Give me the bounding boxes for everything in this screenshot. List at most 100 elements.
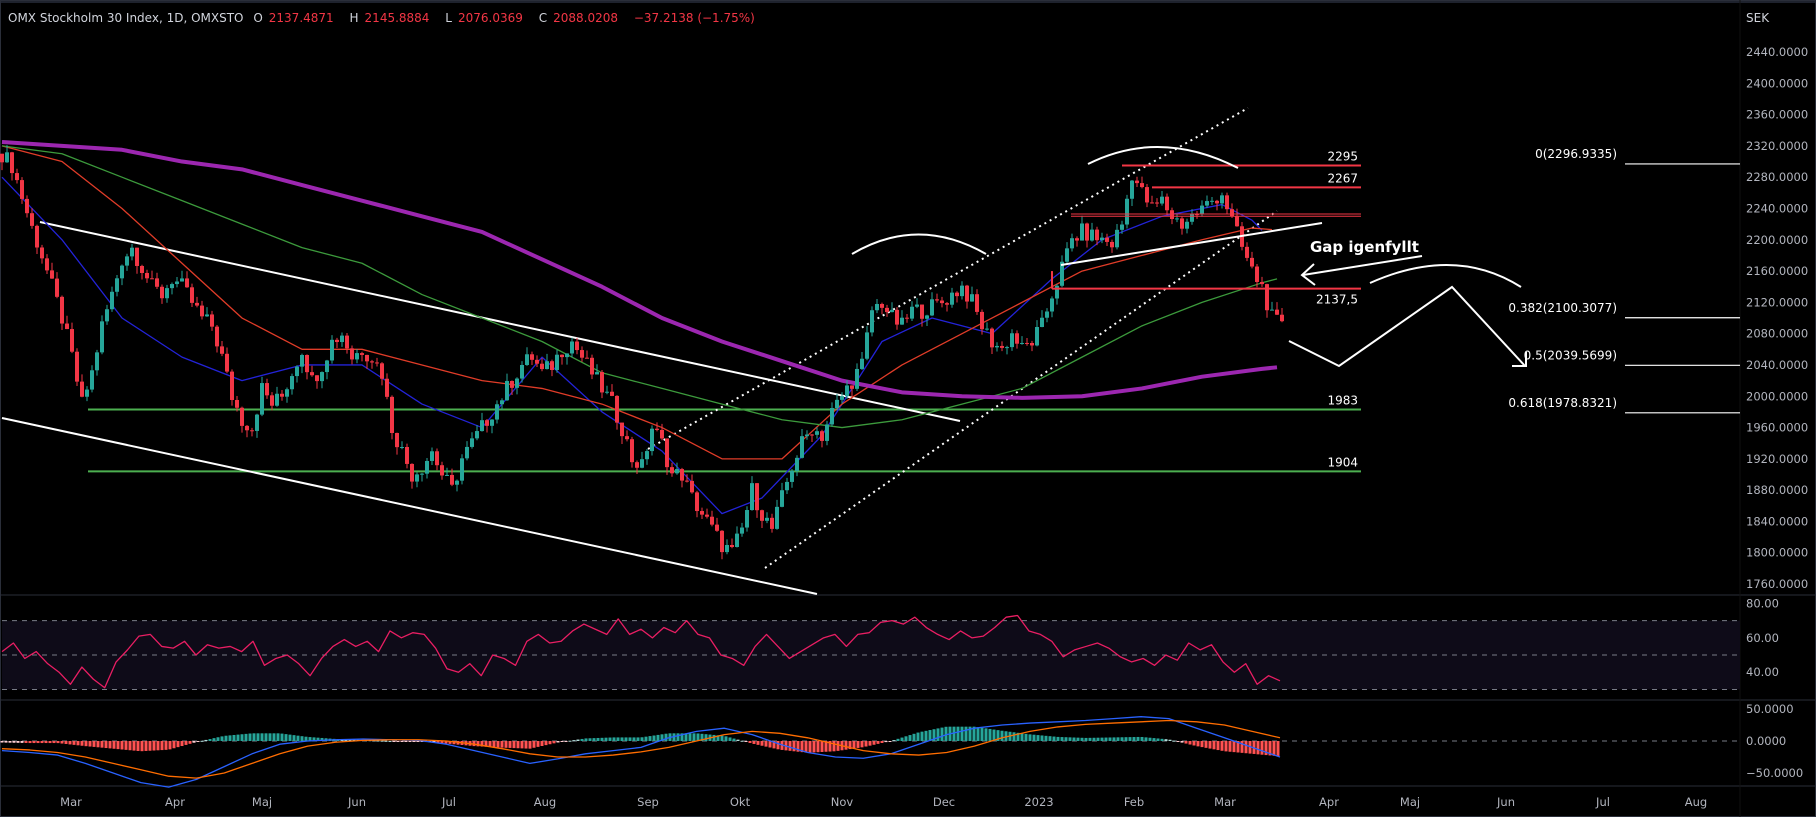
candle-up[interactable]: [1185, 221, 1189, 229]
candle-down[interactable]: [200, 305, 204, 317]
candle-up[interactable]: [180, 278, 184, 282]
candle-up[interactable]: [930, 299, 934, 316]
candle-up[interactable]: [125, 256, 129, 266]
candle-down[interactable]: [305, 354, 309, 373]
candle-down[interactable]: [730, 544, 734, 547]
candle-up[interactable]: [925, 315, 929, 319]
candle-down[interactable]: [410, 463, 414, 482]
candle-up[interactable]: [285, 389, 289, 397]
candle-down[interactable]: [365, 354, 369, 362]
candle-down[interactable]: [655, 428, 659, 430]
candle-down[interactable]: [20, 180, 24, 199]
candle-up[interactable]: [1120, 224, 1124, 230]
candle-down[interactable]: [695, 492, 699, 512]
candle-down[interactable]: [1180, 218, 1184, 229]
projection-zigzag[interactable]: [1288, 285, 1526, 368]
candle-up[interactable]: [995, 345, 999, 348]
candle-up[interactable]: [100, 321, 104, 353]
candle-down[interactable]: [195, 302, 199, 306]
candle-up[interactable]: [1160, 196, 1164, 204]
projection-arc[interactable]: [1369, 263, 1522, 288]
candle-down[interactable]: [160, 286, 164, 299]
candle-up[interactable]: [525, 354, 529, 366]
candle-down[interactable]: [70, 329, 74, 352]
candle-down[interactable]: [1280, 314, 1284, 322]
candle-up[interactable]: [480, 420, 484, 432]
candle-up[interactable]: [985, 328, 989, 330]
candle-down[interactable]: [705, 514, 709, 517]
candle-down[interactable]: [630, 439, 634, 463]
candle-down[interactable]: [665, 438, 669, 468]
candle-up[interactable]: [780, 490, 784, 507]
candle-up[interactable]: [175, 281, 179, 285]
candle-up[interactable]: [910, 306, 914, 319]
candle-down[interactable]: [905, 317, 909, 319]
candle-up[interactable]: [1200, 205, 1204, 215]
candle-up[interactable]: [565, 353, 569, 358]
candle-up[interactable]: [870, 310, 874, 333]
candle-up[interactable]: [330, 339, 334, 361]
candle-down[interactable]: [220, 346, 224, 354]
candle-down[interactable]: [45, 258, 49, 271]
candle-up[interactable]: [950, 292, 954, 305]
candle-up[interactable]: [805, 434, 809, 437]
rising-channel-top[interactable]: [647, 107, 1249, 450]
candle-up[interactable]: [1045, 311, 1049, 318]
candle-up[interactable]: [840, 396, 844, 400]
candle-down[interactable]: [390, 396, 394, 433]
candle-up[interactable]: [765, 517, 769, 521]
candle-down[interactable]: [1195, 214, 1199, 216]
candle-down[interactable]: [1250, 257, 1254, 267]
candle-up[interactable]: [1080, 223, 1084, 241]
candle-up[interactable]: [1005, 347, 1009, 349]
candle-up[interactable]: [340, 335, 344, 343]
candle-down[interactable]: [770, 517, 774, 529]
candle-down[interactable]: [975, 294, 979, 312]
candle-up[interactable]: [640, 459, 644, 468]
candle-down[interactable]: [660, 429, 664, 439]
candle-down[interactable]: [10, 152, 14, 174]
candle-down[interactable]: [600, 372, 604, 393]
candle-down[interactable]: [0, 153, 4, 163]
candle-up[interactable]: [750, 483, 754, 511]
candle-down[interactable]: [1260, 281, 1264, 285]
candle-up[interactable]: [825, 424, 829, 441]
candle-up[interactable]: [915, 304, 919, 307]
candle-down[interactable]: [345, 335, 349, 349]
candle-down[interactable]: [440, 465, 444, 476]
candle-up[interactable]: [865, 332, 869, 359]
candle-down[interactable]: [610, 391, 614, 396]
candle-up[interactable]: [355, 353, 359, 360]
candle-down[interactable]: [685, 480, 689, 482]
rising-channel-bottom[interactable]: [764, 210, 1278, 569]
candle-up[interactable]: [520, 365, 524, 379]
candle-up[interactable]: [425, 460, 429, 474]
candle-down[interactable]: [75, 351, 79, 382]
candle-down[interactable]: [1165, 196, 1169, 211]
candle-down[interactable]: [1030, 342, 1034, 346]
candle-up[interactable]: [845, 385, 849, 397]
candle-up[interactable]: [320, 372, 324, 382]
candle-down[interactable]: [715, 524, 719, 531]
candle-up[interactable]: [130, 247, 134, 257]
candle-down[interactable]: [1155, 202, 1159, 204]
candle-up[interactable]: [400, 446, 404, 448]
candle-up[interactable]: [595, 372, 599, 375]
candle-up[interactable]: [115, 278, 119, 292]
candle-down[interactable]: [270, 395, 274, 406]
candle-down[interactable]: [580, 350, 584, 358]
descending-channel-top[interactable]: [39, 221, 961, 422]
candle-down[interactable]: [280, 393, 284, 397]
candle-up[interactable]: [275, 393, 279, 406]
candle-down[interactable]: [395, 432, 399, 448]
candle-up[interactable]: [165, 288, 169, 299]
candle-down[interactable]: [1230, 209, 1234, 216]
candle-up[interactable]: [1270, 309, 1274, 311]
candle-down[interactable]: [625, 436, 629, 440]
candle-down[interactable]: [615, 395, 619, 423]
candle-down[interactable]: [230, 371, 234, 400]
candle-up[interactable]: [1040, 317, 1044, 328]
candle-up[interactable]: [455, 480, 459, 485]
candle-up[interactable]: [960, 285, 964, 297]
candle-down[interactable]: [145, 272, 149, 279]
